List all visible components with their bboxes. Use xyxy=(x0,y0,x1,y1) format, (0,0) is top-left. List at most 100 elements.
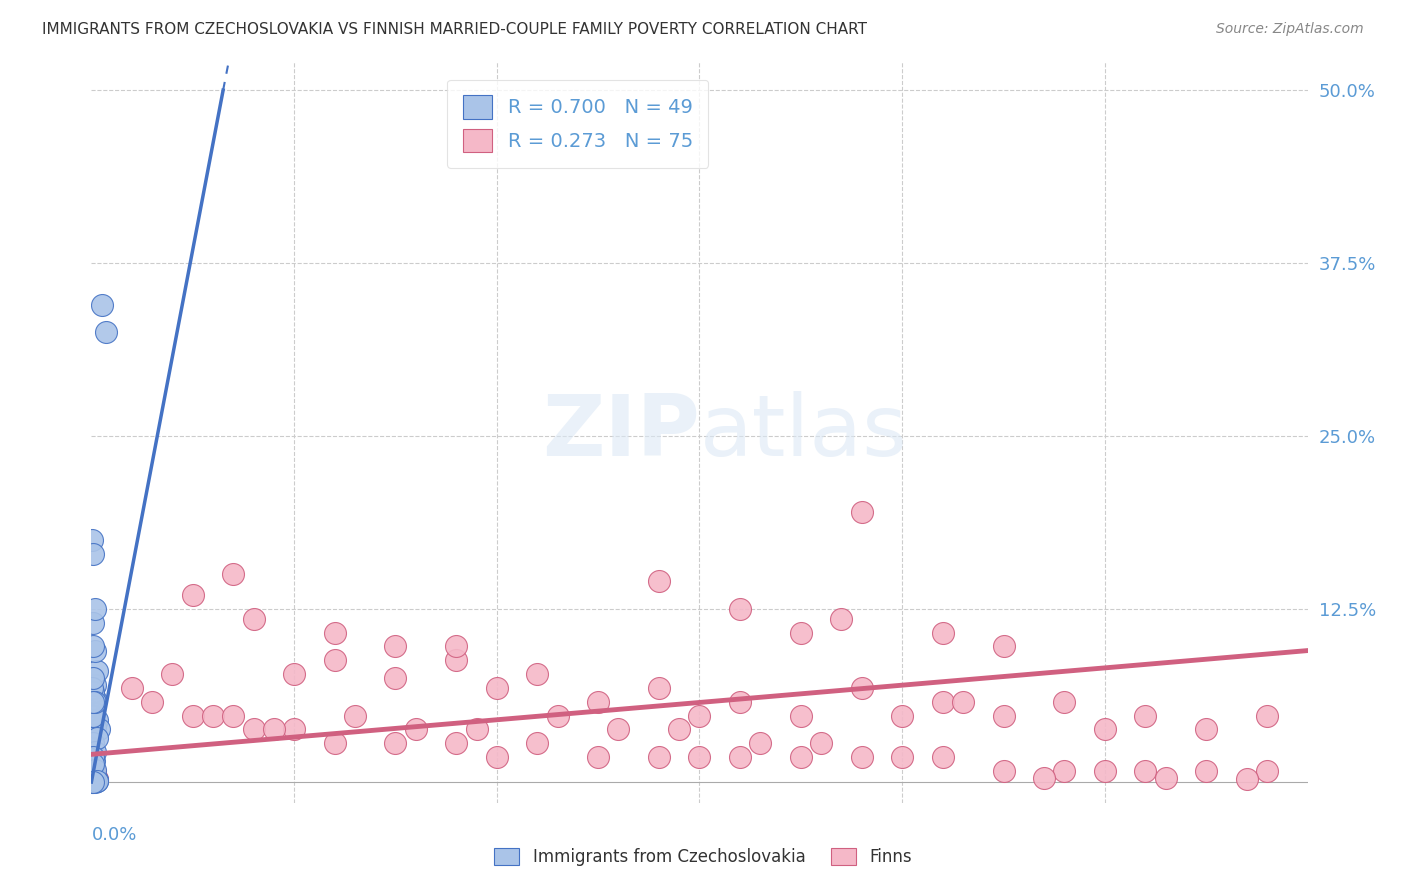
Point xyxy=(82,768,104,782)
Point xyxy=(86,773,108,788)
Point xyxy=(86,774,108,789)
Point xyxy=(84,602,107,616)
Point xyxy=(84,773,107,788)
Point xyxy=(82,773,104,788)
Point xyxy=(728,750,751,764)
Text: IMMIGRANTS FROM CZECHOSLOVAKIA VS FINNISH MARRIED-COUPLE FAMILY POVERTY CORRELAT: IMMIGRANTS FROM CZECHOSLOVAKIA VS FINNIS… xyxy=(42,22,868,37)
Point xyxy=(82,757,104,772)
Point xyxy=(1195,764,1218,778)
Point xyxy=(993,764,1015,778)
Point xyxy=(82,547,104,561)
Point xyxy=(242,723,264,737)
Point xyxy=(222,708,245,723)
Text: Source: ZipAtlas.com: Source: ZipAtlas.com xyxy=(1216,22,1364,37)
Point xyxy=(242,612,264,626)
Point xyxy=(648,574,671,589)
Point xyxy=(82,736,104,750)
Point xyxy=(810,736,832,750)
Point xyxy=(648,681,671,695)
Point xyxy=(547,708,569,723)
Point xyxy=(82,640,104,654)
Point xyxy=(82,770,104,784)
Point xyxy=(83,754,105,768)
Point xyxy=(283,723,305,737)
Legend: R = 0.700   N = 49, R = 0.273   N = 75: R = 0.700 N = 49, R = 0.273 N = 75 xyxy=(447,79,709,168)
Point xyxy=(993,708,1015,723)
Point xyxy=(384,736,406,750)
Point xyxy=(1033,771,1056,785)
Point xyxy=(830,612,852,626)
Point xyxy=(84,678,107,692)
Point xyxy=(1053,695,1076,709)
Point xyxy=(82,615,104,630)
Point xyxy=(1135,764,1157,778)
Point xyxy=(1094,723,1116,737)
Point xyxy=(82,772,104,787)
Point xyxy=(80,763,103,777)
Point xyxy=(80,533,103,547)
Point xyxy=(952,695,974,709)
Point xyxy=(80,773,103,788)
Point xyxy=(82,771,104,785)
Point xyxy=(222,567,245,582)
Point xyxy=(1154,771,1177,785)
Point xyxy=(82,770,104,784)
Point xyxy=(485,750,508,764)
Point xyxy=(89,723,111,737)
Point xyxy=(84,643,107,657)
Point xyxy=(82,685,104,699)
Point xyxy=(688,750,710,764)
Point xyxy=(851,505,873,519)
Point xyxy=(82,761,104,775)
Point xyxy=(80,681,103,695)
Point xyxy=(1053,764,1076,778)
Point xyxy=(931,695,953,709)
Point xyxy=(84,692,107,706)
Point xyxy=(444,736,467,750)
Point xyxy=(323,736,346,750)
Text: 0.0%: 0.0% xyxy=(91,827,136,845)
Point xyxy=(181,588,204,602)
Point xyxy=(891,750,914,764)
Point xyxy=(90,297,112,311)
Point xyxy=(82,708,104,723)
Point xyxy=(86,731,108,745)
Point xyxy=(931,750,953,764)
Point xyxy=(82,698,104,713)
Point xyxy=(82,774,104,789)
Point xyxy=(444,653,467,667)
Point xyxy=(526,736,548,750)
Point xyxy=(465,723,488,737)
Point xyxy=(1256,708,1278,723)
Point xyxy=(931,625,953,640)
Point xyxy=(384,671,406,685)
Point xyxy=(86,772,108,787)
Point xyxy=(80,774,103,789)
Point xyxy=(82,695,104,709)
Point xyxy=(648,750,671,764)
Point xyxy=(851,681,873,695)
Point xyxy=(86,772,108,787)
Point xyxy=(323,653,346,667)
Point xyxy=(1256,764,1278,778)
Point xyxy=(84,720,107,734)
Point xyxy=(86,665,108,679)
Point xyxy=(749,736,772,750)
Point xyxy=(790,750,813,764)
Text: ZIP: ZIP xyxy=(541,391,699,475)
Point xyxy=(84,745,107,759)
Point xyxy=(84,772,107,787)
Point xyxy=(851,750,873,764)
Point xyxy=(84,774,107,789)
Point xyxy=(444,640,467,654)
Point xyxy=(728,695,751,709)
Point xyxy=(607,723,630,737)
Point xyxy=(84,695,107,709)
Point xyxy=(526,667,548,681)
Point xyxy=(485,681,508,695)
Point xyxy=(84,763,107,777)
Point xyxy=(790,708,813,723)
Point xyxy=(668,723,690,737)
Point xyxy=(80,774,103,789)
Point xyxy=(84,765,107,780)
